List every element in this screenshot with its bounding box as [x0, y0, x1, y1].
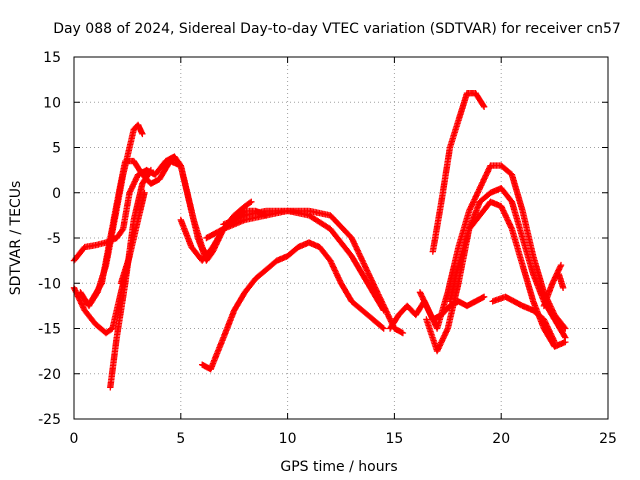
series-arc-16 [489, 293, 558, 346]
data-series [70, 90, 569, 391]
x-tick-label: 10 [279, 431, 297, 447]
x-tick-label: 20 [492, 431, 510, 447]
y-tick-label: 0 [52, 186, 61, 202]
x-tick-label: 15 [385, 431, 403, 447]
series-arc-13 [429, 90, 488, 255]
axis-ticks [73, 56, 609, 420]
series-markers [489, 293, 558, 346]
series-markers [117, 189, 148, 287]
series-arc-14 [416, 162, 569, 332]
y-tick-label: -25 [38, 412, 61, 428]
x-tick-label: 0 [70, 431, 79, 447]
y-tick-labels: -25 -20 -15 -10 -5 0 5 10 15 [38, 50, 61, 428]
x-tick-label: 5 [176, 431, 185, 447]
series-markers [199, 239, 387, 373]
series-arc-6 [117, 189, 148, 287]
y-tick-label: 10 [43, 95, 61, 111]
series-arc-15 [446, 198, 569, 350]
grid [74, 57, 608, 419]
chart-title: Day 088 of 2024, Sidereal Day-to-day VTE… [53, 21, 621, 37]
x-tick-label: 25 [599, 431, 617, 447]
series-markers [220, 207, 387, 314]
series-markers [446, 198, 569, 350]
series-markers [555, 271, 567, 291]
series-arc-10 [220, 207, 387, 314]
y-tick-label: -15 [38, 322, 61, 338]
y-tick-label: 5 [52, 141, 61, 157]
y-axis-label: SDTVAR / TECUs [8, 181, 24, 296]
series-markers [540, 261, 565, 310]
x-axis-label: GPS time / hours [280, 459, 397, 475]
y-tick-label: 15 [43, 50, 61, 66]
series-arc-17 [540, 261, 565, 310]
series-arc-9 [199, 239, 387, 373]
y-tick-label: -20 [38, 367, 61, 383]
series-arc-18 [555, 271, 567, 291]
y-tick-label: -10 [38, 276, 61, 292]
series-markers [429, 90, 488, 255]
series-markers [416, 162, 569, 332]
y-tick-label: -5 [47, 231, 61, 247]
x-tick-labels: 0 5 10 15 20 25 [70, 431, 617, 447]
